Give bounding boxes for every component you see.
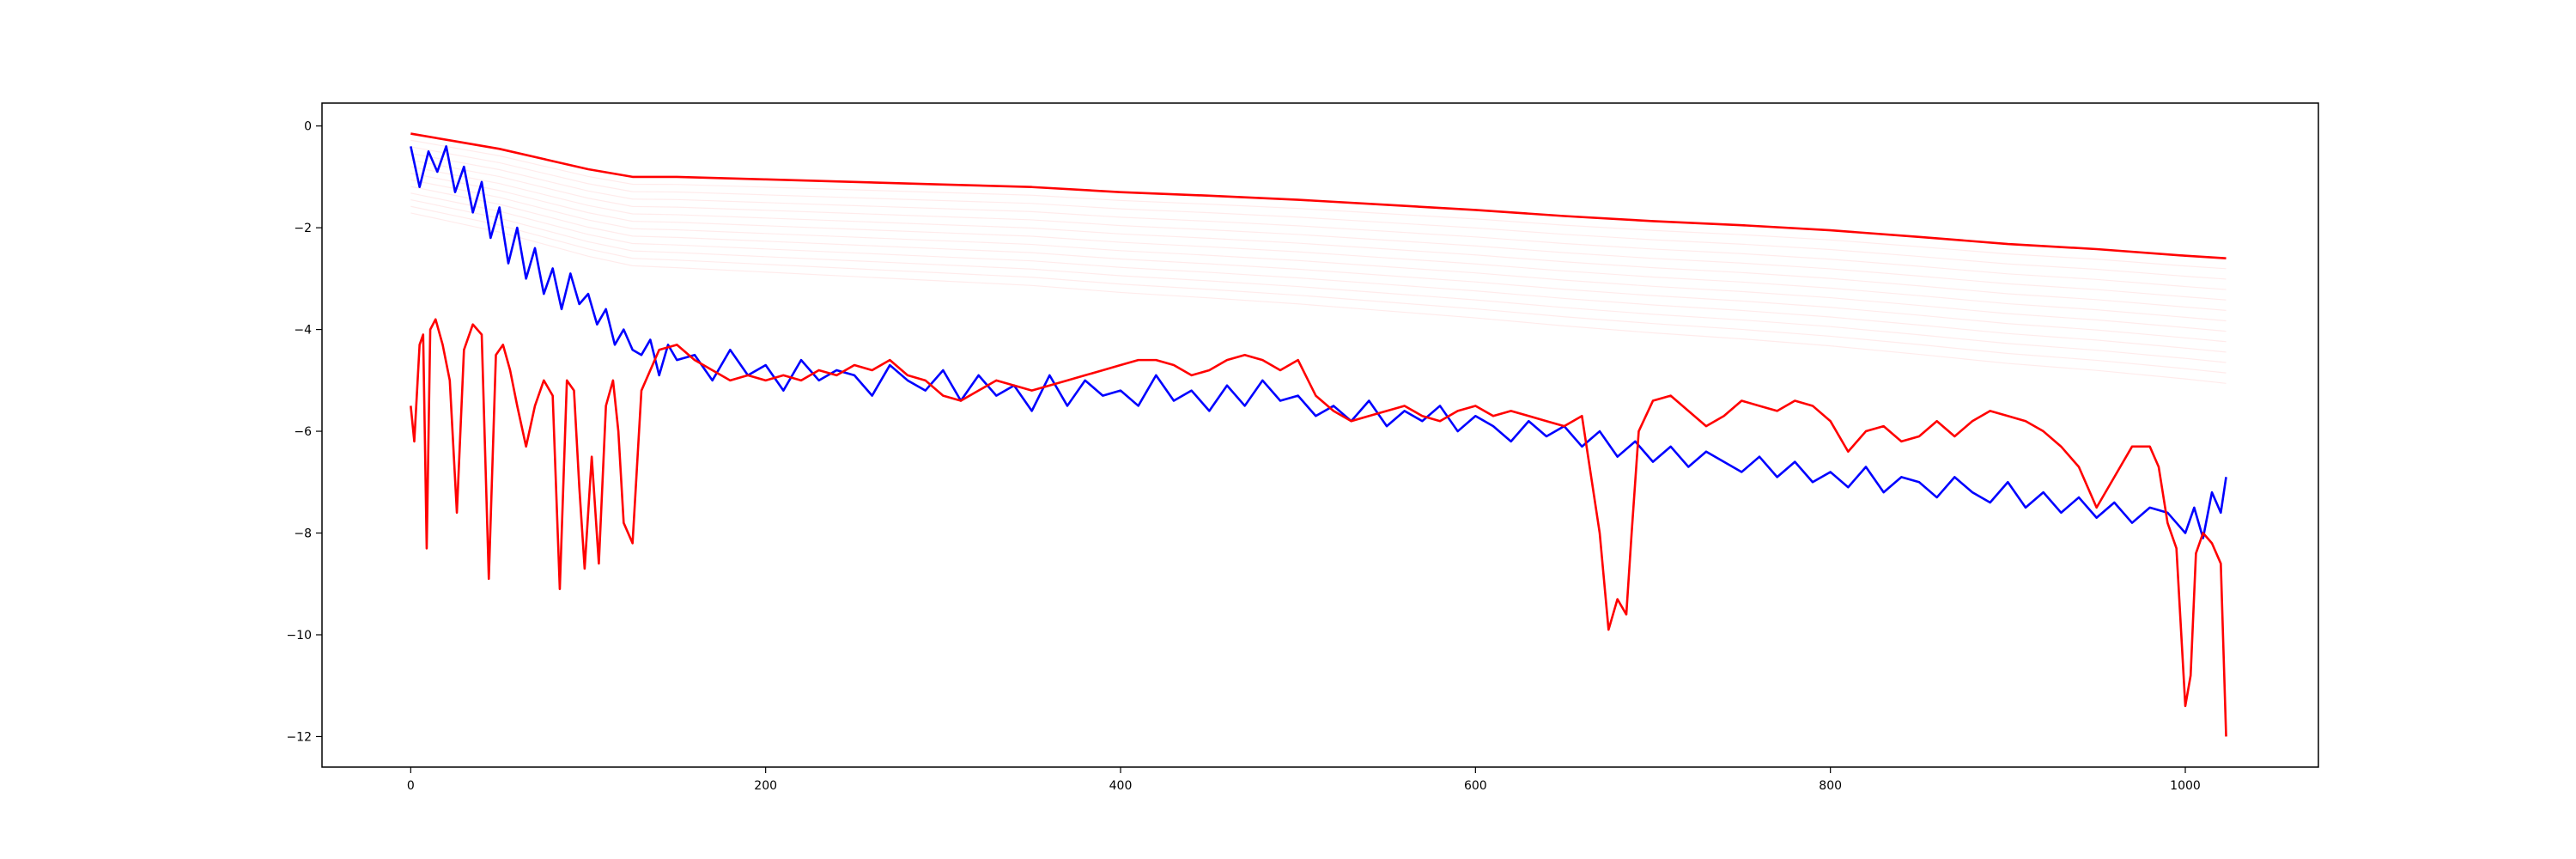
faint-trace-5: [410, 166, 2227, 311]
faint-trace-3: [410, 153, 2227, 290]
x-tick-label: 800: [1819, 779, 1842, 793]
y-axis: 0 −2 −4 −6 −8 −10 −12: [286, 120, 322, 744]
x-tick-label: 200: [754, 779, 777, 793]
faint-trace-1: [410, 139, 2227, 270]
faint-trace-9: [410, 192, 2227, 353]
x-tick-label: 400: [1109, 779, 1133, 793]
x-axis: 0 200 400 600 800 1000: [407, 767, 2201, 793]
x-tick-label: 0: [407, 779, 415, 793]
y-tick-label: −12: [286, 730, 312, 744]
faint-trace-6: [410, 173, 2227, 322]
y-tick-label: −6: [294, 425, 312, 439]
plot-frame: [321, 102, 2319, 768]
faint-trace-10: [410, 198, 2227, 363]
faint-trace-12: [410, 212, 2227, 384]
y-tick-label: −2: [294, 222, 312, 235]
faint-trace-8: [410, 186, 2227, 343]
y-tick-label: −4: [294, 324, 312, 338]
x-tick-label: 600: [1464, 779, 1487, 793]
faint-trace-lines: [410, 139, 2227, 384]
y-tick-label: 0: [304, 120, 312, 134]
series-line-3: [410, 132, 2227, 259]
faint-trace-11: [410, 205, 2227, 374]
series-line-2: [410, 318, 2227, 737]
y-tick-label: −8: [294, 527, 312, 541]
x-tick-label: 1000: [2170, 779, 2201, 793]
y-tick-label: −10: [286, 629, 312, 643]
series-line-1: [410, 145, 2227, 539]
faint-trace-2: [410, 146, 2227, 280]
faint-trace-7: [410, 179, 2227, 332]
faint-trace-4: [410, 159, 2227, 301]
series-layer: [410, 132, 2227, 737]
